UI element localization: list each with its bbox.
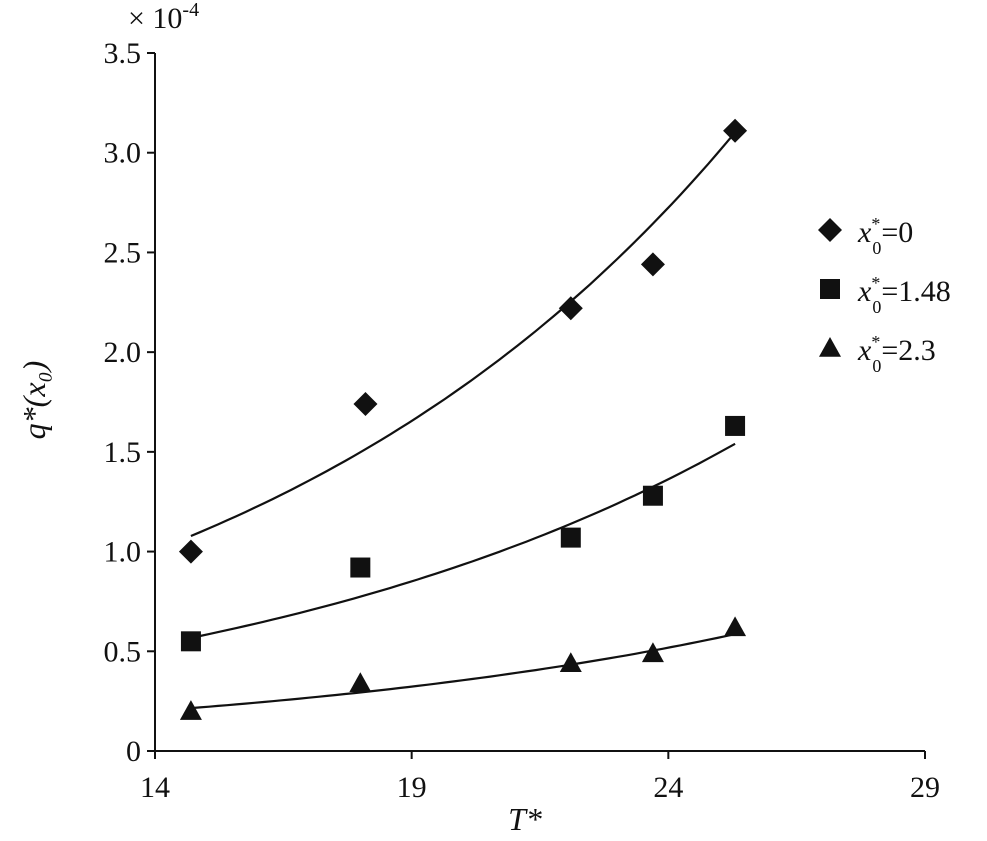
y-axis-label: q*(x₀) [16,361,52,440]
y-tick-label: 2.5 [104,236,142,269]
fit-line-series-2 [190,633,736,710]
fit-line-series-1 [190,442,736,639]
y-ticks: 0 0.5 1.0 1.5 2.0 2.5 3.0 3.5 [104,37,155,768]
axes [154,53,925,752]
legend-marker-triangle [819,337,841,357]
y-tick-label: 0.5 [104,635,142,668]
x-ticks: 14 19 24 29 [140,751,940,804]
y-tick-label: 1.5 [104,436,142,469]
legend-label: x* 0=2.3 [857,332,936,376]
y-multiplier: × 10-4 [128,0,199,35]
data-point-triangle [349,672,372,692]
legend-label: x* 0=1.48 [857,273,951,317]
y-tick-label: 0 [126,735,141,768]
data-point-triangle [559,652,582,673]
legend: x* 0=0 x* 0=1.48 x* 0=2.3 [818,214,951,376]
legend-label: x* 0=0 [857,214,913,258]
data-point-square [642,485,663,506]
data-point-square [180,631,201,652]
data-point-square [350,557,371,578]
data-point-diamond [640,252,665,277]
y-tick-label: 2.0 [104,336,142,369]
legend-marker-diamond [818,218,842,242]
markers [178,118,748,720]
x-tick-label: 19 [397,771,427,804]
data-point-square [725,415,746,436]
x-tick-label: 14 [140,771,170,804]
x-axis-label: T* [508,801,542,837]
data-point-diamond [178,539,203,564]
x-tick-label: 24 [653,771,683,804]
y-tick-label: 1.0 [104,536,142,569]
data-point-triangle [641,642,664,663]
y-tick-label: 3.0 [104,137,142,170]
x-tick-label: 29 [910,771,940,804]
data-point-triangle [179,700,202,720]
fit-line-series-0 [190,131,736,538]
data-point-triangle [724,616,747,637]
legend-marker-square [820,279,840,299]
y-tick-label: 3.5 [104,37,142,70]
data-point-diamond [723,118,748,143]
data-point-diamond [558,296,583,321]
fit-lines [190,131,736,710]
data-point-diamond [353,391,378,416]
data-point-square [560,527,581,548]
